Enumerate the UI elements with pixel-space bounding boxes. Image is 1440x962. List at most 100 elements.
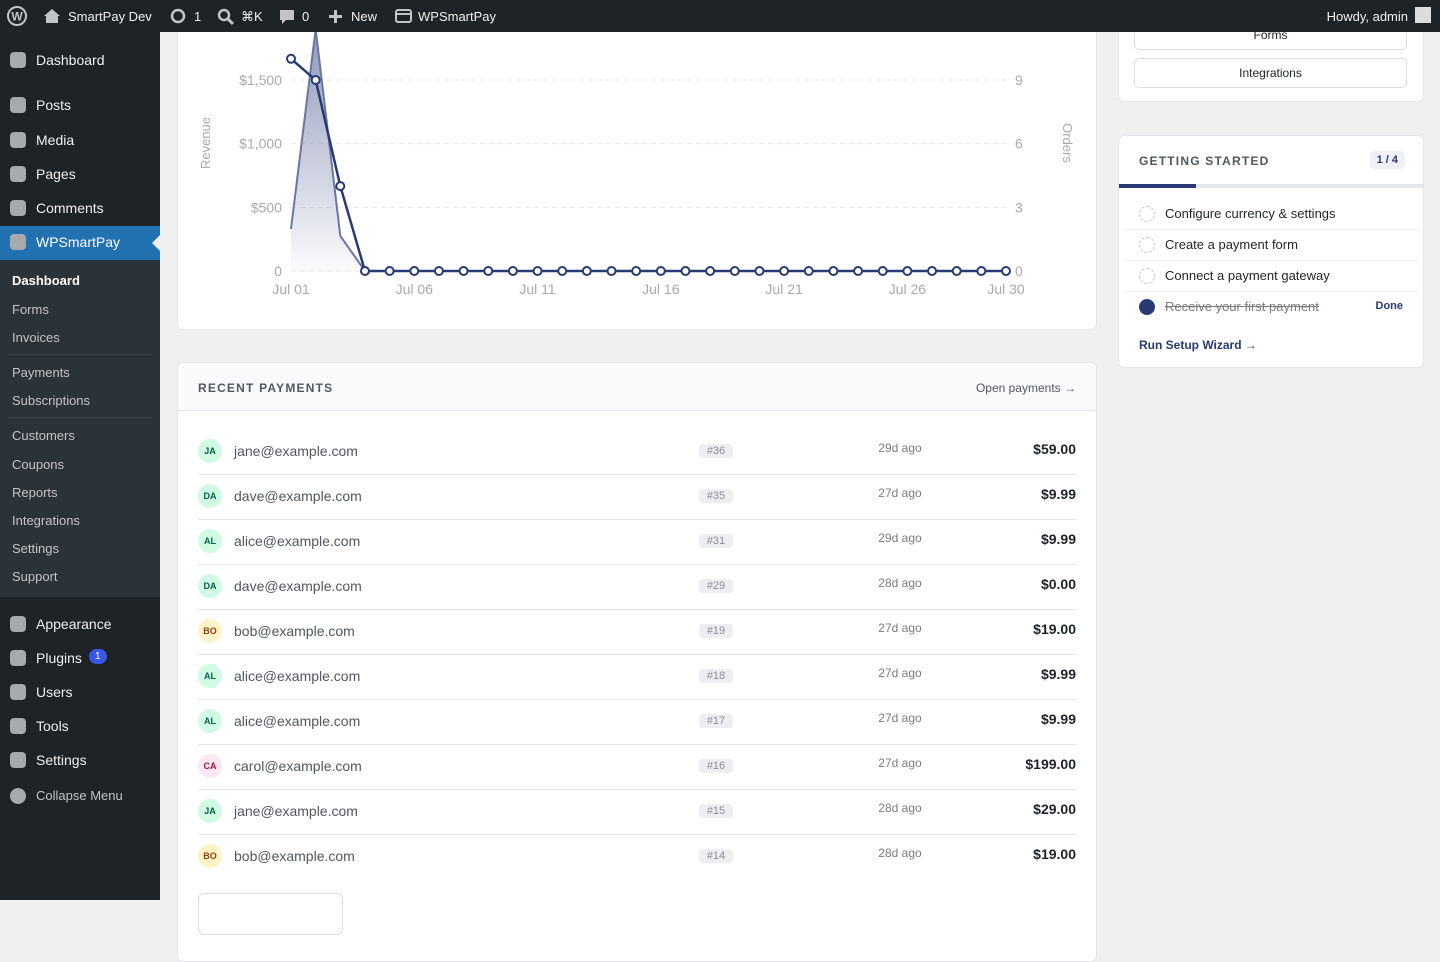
new-link[interactable]: New	[351, 9, 378, 24]
admin-bar: W SmartPay Dev 1 ⌘K 0 New WPSmartPay How…	[0, 0, 1440, 32]
revenue-chart: 0 $500 $1,000 $1,500 0 3 6 9 Revenue Orders Jul 01…	[198, 32, 1075, 297]
submenu-item[interactable]: Coupons	[12, 457, 65, 472]
payment-id: #18	[699, 669, 733, 683]
site-name[interactable]: SmartPay Dev	[68, 9, 152, 24]
payments-card: RECENT PAYMENTS Open payments → JA jane@e…	[177, 362, 1097, 962]
setup-wizard-link[interactable]: Run Setup Wizard →	[1139, 338, 1257, 352]
menu-icon	[10, 97, 26, 113]
menu-item[interactable]: Users	[36, 684, 73, 700]
greeting[interactable]: Howdy, admin	[1326, 9, 1408, 24]
email[interactable]: alice@example.com	[234, 713, 361, 729]
point	[951, 266, 962, 276]
email[interactable]: jane@example.com	[234, 443, 358, 459]
step-label[interactable]: Connect a payment gateway	[1165, 268, 1330, 283]
menu-item-active[interactable]: WPSmartPay	[36, 234, 121, 250]
point	[754, 266, 765, 276]
email[interactable]: bob@example.com	[234, 623, 355, 639]
payments-header	[178, 363, 1096, 411]
amount: $9.99	[1040, 666, 1076, 682]
submenu-item[interactable]: Payments	[12, 365, 70, 380]
row-separator	[198, 834, 1077, 835]
time: 29d ago	[878, 441, 922, 455]
submenu-item[interactable]: Invoices	[12, 330, 60, 345]
step-label[interactable]: Create a payment form	[1165, 237, 1298, 252]
row-separator	[198, 519, 1077, 520]
menu-item[interactable]: Settings	[36, 752, 87, 768]
payment-id: #19	[699, 624, 733, 638]
payment-id: #35	[699, 489, 733, 503]
submenu-item[interactable]: Support	[12, 569, 58, 584]
point	[409, 266, 420, 276]
amount: $19.00	[1033, 846, 1076, 862]
submenu-item[interactable]: Integrations	[12, 513, 80, 528]
updates-count[interactable]: 1	[194, 9, 202, 24]
submenu-item[interactable]: Settings	[12, 541, 59, 556]
row-separator	[198, 699, 1077, 700]
active-menu-bg	[0, 226, 160, 260]
menu-icon	[10, 166, 26, 182]
getting-started-title: GETTING STARTED	[1139, 154, 1270, 168]
point	[606, 266, 617, 276]
point	[976, 266, 987, 276]
submenu-item[interactable]: Forms	[12, 302, 49, 317]
email[interactable]: bob@example.com	[234, 848, 355, 864]
menu-icon	[10, 684, 26, 700]
menu-item[interactable]: Posts	[36, 97, 72, 113]
step-label[interactable]: Configure currency & settings	[1165, 206, 1336, 221]
getting-started-card: GETTING STARTED 1 / 4 Run Setup Wizard →…	[1118, 135, 1424, 368]
step-circle	[1139, 206, 1155, 222]
point	[581, 266, 592, 276]
submenu-item[interactable]: Reports	[12, 485, 58, 500]
menu-item[interactable]: Plugins	[36, 650, 82, 666]
payment-id: #29	[699, 579, 733, 593]
sidebar: Dashboard Posts Media Pages Comments WPSmartP…	[0, 32, 160, 900]
menu-item[interactable]: Appearance	[36, 616, 112, 632]
collapse-icon	[10, 788, 26, 804]
email[interactable]: alice@example.com	[234, 668, 361, 684]
row-separator	[198, 654, 1077, 655]
y2-tick-label: 6	[1015, 136, 1023, 152]
menu-item[interactable]: Tools	[36, 718, 69, 734]
point	[507, 266, 518, 276]
step-label[interactable]: Receive your first payment	[1165, 299, 1319, 314]
x-tick-label: Jul 16	[642, 281, 680, 297]
search-shortcut[interactable]: ⌘K	[241, 9, 263, 24]
step-separator	[1125, 260, 1419, 261]
avatar-initials: DA	[198, 484, 222, 508]
point	[705, 266, 716, 276]
email[interactable]: jane@example.com	[234, 803, 358, 819]
comments-count[interactable]: 0	[302, 9, 310, 24]
row-separator	[198, 744, 1077, 745]
menu-item[interactable]: Media	[36, 132, 75, 148]
avatar-initials: CA	[198, 754, 222, 778]
button[interactable]	[198, 893, 343, 935]
submenu-item[interactable]: Customers	[12, 428, 75, 443]
quick-link-button[interactable]: Integrations	[1134, 58, 1407, 88]
open-payments[interactable]: Open payments →	[975, 381, 1076, 395]
point	[655, 266, 666, 276]
wp-logo[interactable]: W	[7, 6, 27, 26]
collapse-menu[interactable]: Collapse Menu	[36, 788, 123, 803]
menu-icon	[10, 132, 26, 148]
home-icon	[44, 9, 60, 23]
row-separator	[198, 789, 1077, 790]
submenu-item[interactable]: Subscriptions	[12, 393, 91, 408]
area	[291, 32, 1006, 271]
plugin-link[interactable]: WPSmartPay	[418, 9, 497, 24]
menu-item[interactable]: Dashboard	[36, 52, 105, 68]
email[interactable]: dave@example.com	[234, 488, 362, 504]
point	[828, 266, 839, 276]
time: 27d ago	[878, 756, 922, 770]
menu-item[interactable]: Pages	[36, 166, 76, 182]
email[interactable]: alice@example.com	[234, 533, 361, 549]
point	[557, 266, 568, 276]
point	[483, 266, 494, 276]
email[interactable]: dave@example.com	[234, 578, 362, 594]
email[interactable]: carol@example.com	[234, 758, 362, 774]
avatar-initials: AL	[198, 709, 222, 733]
x-tick-label: Jul 26	[889, 281, 927, 297]
submenu-item[interactable]: Dashboard	[12, 273, 80, 288]
menu-item[interactable]: Comments	[36, 200, 104, 216]
x-tick-label: Jul 06	[396, 281, 434, 297]
row-separator	[198, 474, 1077, 475]
